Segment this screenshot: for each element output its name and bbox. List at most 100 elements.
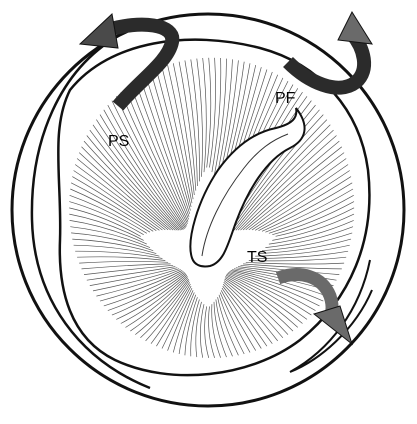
fiber-line <box>99 270 183 302</box>
fiber-line <box>190 299 200 357</box>
fiber-line <box>156 285 192 347</box>
fiber-line <box>140 77 190 217</box>
fiber-line <box>265 188 354 233</box>
fiber-line <box>103 271 184 307</box>
fiber-line <box>245 261 345 265</box>
fiber-line <box>140 280 190 339</box>
fiber-line <box>69 201 144 236</box>
fiber-line <box>225 274 303 324</box>
fiber-line <box>242 146 343 231</box>
fiber-line <box>245 152 345 231</box>
fiber-line <box>134 80 189 220</box>
fiber-line <box>190 59 200 182</box>
fiber-line <box>218 294 245 355</box>
fiber-line <box>237 135 337 231</box>
fiber-line <box>195 301 202 358</box>
fiber-line <box>178 61 197 191</box>
fiber-line <box>89 129 178 231</box>
fiber-line <box>261 182 353 232</box>
fiber-line <box>258 176 352 232</box>
fiber-line <box>150 283 191 344</box>
curved-arrow-pf-icon <box>283 10 373 95</box>
fiber-line <box>130 277 189 332</box>
label-ps: PS <box>108 133 129 150</box>
fiber-line <box>213 58 227 177</box>
fiber-line <box>268 194 354 234</box>
fiber-line <box>221 287 262 349</box>
fiber-line <box>107 104 185 230</box>
fiber-line <box>275 207 355 237</box>
fiber-line <box>272 201 355 236</box>
fiber-line <box>86 135 176 231</box>
curved-arrow-ps-icon <box>78 13 180 111</box>
fiber-line <box>233 124 331 231</box>
fiber-line <box>69 220 147 245</box>
fiber-line <box>217 297 239 356</box>
fiber-line <box>230 270 324 302</box>
fiber-line <box>111 100 186 229</box>
fiber-line <box>73 244 160 257</box>
fiber-line <box>79 261 169 264</box>
fiber-line <box>202 57 207 173</box>
fiber-line <box>69 213 144 241</box>
fiber-line <box>103 109 184 230</box>
fiber-line <box>96 269 181 297</box>
fiber-line <box>77 256 166 261</box>
fiber-line <box>145 74 191 214</box>
fiber-line <box>224 278 289 335</box>
fiber-line <box>224 277 294 332</box>
fiber-line <box>70 226 151 248</box>
central-fold <box>189 107 306 268</box>
fiber-line <box>208 306 215 359</box>
fiber-line <box>211 304 221 358</box>
fiber-line <box>251 164 349 231</box>
fiber-line <box>135 278 189 335</box>
fiber-line <box>150 71 191 211</box>
fiber-line <box>120 92 188 226</box>
fiber-line <box>161 67 193 204</box>
fiber-line <box>226 273 308 320</box>
fiber-line <box>248 256 347 262</box>
inner-shell-left <box>30 34 151 390</box>
fiber-line <box>272 213 355 241</box>
fiber-line <box>223 282 278 342</box>
fiber-line <box>268 220 354 245</box>
fiber-line <box>220 290 257 351</box>
fiber-line <box>81 146 171 231</box>
fiber-line <box>161 287 193 349</box>
fiber-line <box>70 188 151 233</box>
fiber-line <box>81 263 171 270</box>
fiber-line <box>72 238 157 254</box>
fiber-line <box>215 299 233 357</box>
fiber-line <box>255 244 350 257</box>
fiber-line <box>92 124 180 231</box>
fiber-line <box>196 58 203 177</box>
fiber-line <box>227 272 312 316</box>
outer-shell <box>10 12 406 408</box>
fiber-line <box>86 266 176 281</box>
fiber-line <box>74 164 163 231</box>
fiber-line <box>99 114 183 231</box>
fiber-line <box>125 276 188 328</box>
fiber-line <box>125 88 188 224</box>
fiber-line <box>222 285 268 347</box>
fiber-line <box>89 267 178 286</box>
fiber-line <box>78 152 169 231</box>
label-ts: TS <box>247 249 267 266</box>
fiber-line <box>111 272 186 316</box>
fiber-line <box>69 207 141 237</box>
fiber-line <box>251 250 349 259</box>
fiber-line <box>129 84 189 222</box>
fiber-line <box>172 292 195 353</box>
fiber-line <box>230 114 324 231</box>
fiber-line <box>92 268 180 292</box>
fiber-line <box>231 119 328 231</box>
fiber-line <box>178 294 197 355</box>
fiber-line <box>184 60 198 187</box>
fiber-line <box>167 65 194 200</box>
fiber-line <box>206 57 212 168</box>
fiber-line <box>172 63 195 196</box>
inner-shell-right <box>289 259 373 373</box>
